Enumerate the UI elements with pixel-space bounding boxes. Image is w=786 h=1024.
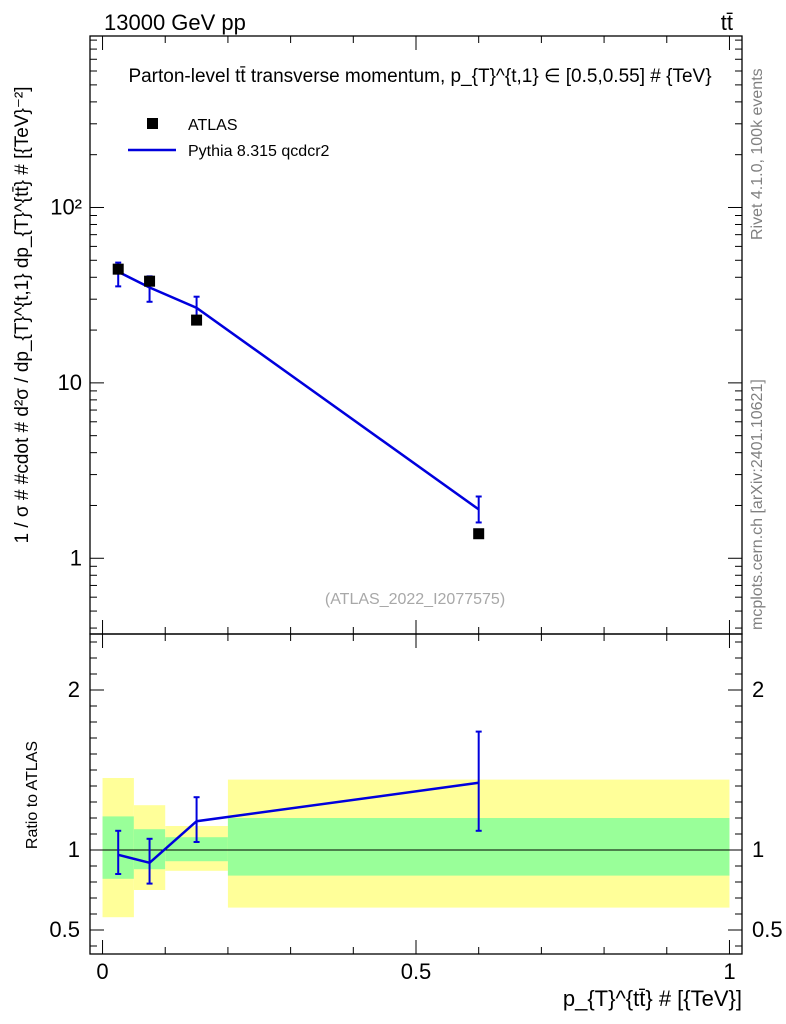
ratio-y-tick-label: 0.5 [49,917,80,942]
ratio-y-tick-label: 1 [68,837,80,862]
ratio-mc-line [117,781,479,865]
ratio-uncertainty-bands [90,778,742,918]
atlas-data-point [191,314,203,326]
ratio-axis-ticks [90,634,742,954]
main-y-tick-label: 10 [58,370,82,395]
ratio-y-axis-label: Ratio to ATLAS [24,741,41,849]
legend-mc-label: Pythia 8.315 qcdcr2 [188,143,330,160]
atlas-data-point [144,275,156,287]
ratio-y-tick-label: 2 [68,677,80,702]
main-panel: 1 10 10² Parton-level tt̄ transverse momen… [12,35,743,635]
legend-atlas-label: ATLAS [188,117,238,134]
ratio-plot-marks [115,730,482,885]
main-y-tick-labels: 1 10 10² [50,194,82,570]
energy-label: 13000 GeV pp [104,10,246,35]
rivet-version-label: Rivet 4.1.0, 100k events [749,68,766,240]
legend: ATLAS Pythia 8.315 qcdcr2 [128,117,330,160]
atlas-data-point [112,263,124,275]
main-y-tick-label: 1 [70,545,82,570]
ratio-panel: 0.5 0.5 1 1 2 2 0 0.5 1 Ratio to ATLAS p_{T}^{tt… [24,633,783,1011]
mc-series-line [117,270,480,511]
legend-atlas-marker [147,118,158,129]
process-label: tt̄ [721,10,733,35]
mcplots-label: mcplots.cern.ch [arXiv:2401.10621] [749,379,766,630]
watermark-label: (ATLAS_2022_I2077575) [325,591,505,608]
main-axis-ticks [90,36,742,634]
main-plot-marks [112,261,485,540]
main-y-tick-label: 10² [50,194,82,219]
x-tick-label: 1 [723,959,735,984]
atlas-data-point [473,528,485,540]
x-tick-label: 0.5 [401,959,432,984]
ratio-y-tick-label-right: 0.5 [752,917,783,942]
ratio-panel-frame [89,633,743,955]
ratio-y-tick-label-right: 2 [752,677,764,702]
x-axis-label: p_{T}^{tt̄} # [{TeV}] [563,986,742,1011]
ratio-tick-labels: 0.5 0.5 1 1 2 2 0 0.5 1 [49,677,782,984]
main-y-axis-label: 1 / σ # #cdot # d²σ / dp_{T}^{t,1} dp_{T… [12,87,33,544]
ratio-y-tick-label-right: 1 [752,837,764,862]
x-tick-label: 0 [96,959,108,984]
main-title: Parton-level tt̄ transverse momentum, p_… [128,66,711,87]
